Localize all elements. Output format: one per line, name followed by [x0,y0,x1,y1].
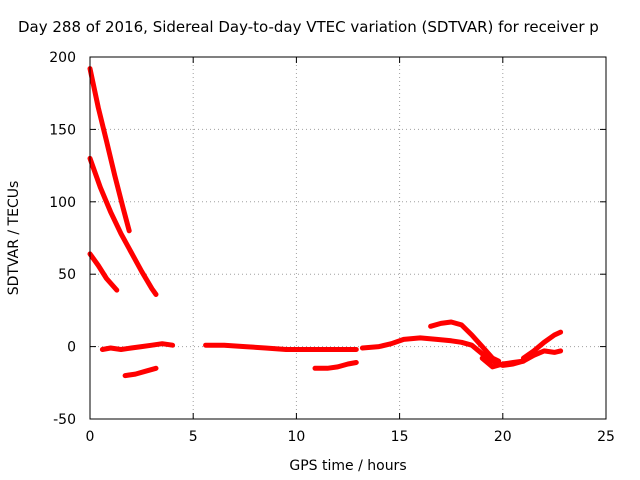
y-tick-label: 200 [49,50,76,66]
series-line-arc-9 [428,319,502,364]
series-line-arc-6 [203,342,359,352]
x-tick-label: 10 [287,429,305,445]
y-tick-label: 150 [49,122,76,138]
series-line-arc-7 [312,360,359,371]
x-tick-label: 5 [189,429,198,445]
series-line-arc-2 [87,155,159,297]
tick-label-layer: 0 5 10 15 20 25 -50 0 50 100 150 200 [49,50,615,445]
chart-title: Day 288 of 2016, Sidereal Day-to-day VTE… [18,18,599,36]
y-tick-label: -50 [53,412,76,428]
series-line-arc-3 [87,251,120,293]
series-line-arc-4 [99,341,176,352]
tick-layer [89,56,607,420]
x-tick-label: 20 [494,429,512,445]
y-axis-title: SDTVAR / TECUs [6,181,22,296]
series-line-arc-10 [479,348,564,370]
y-tick-label: 50 [58,267,76,283]
series-line-arc-1 [87,66,132,234]
x-axis-title: GPS time / hours [289,458,406,474]
x-tick-label: 0 [86,429,95,445]
x-tick-label: 15 [391,429,409,445]
x-tick-label: 25 [597,429,615,445]
plot-frame [89,56,607,420]
series-line-arc-11 [520,329,564,361]
y-tick-label: 100 [49,195,76,211]
y-tick-label: 0 [67,340,76,356]
series-layer [87,66,564,379]
series-line-arc-5 [122,365,159,379]
grid-layer [90,57,606,419]
